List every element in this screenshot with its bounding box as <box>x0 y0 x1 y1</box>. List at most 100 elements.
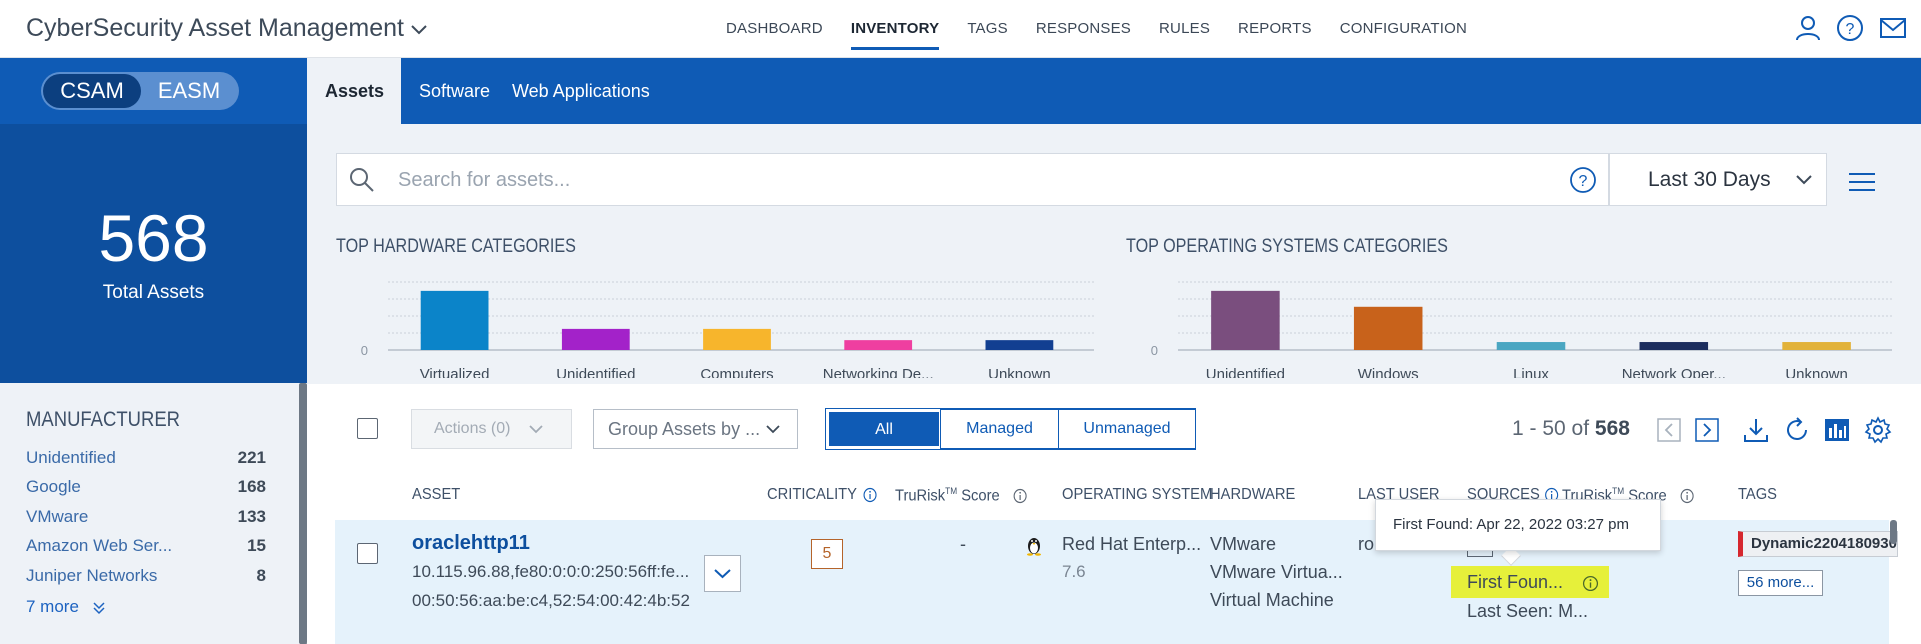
next-page-icon[interactable] <box>1692 415 1722 445</box>
select-all-checkbox[interactable] <box>357 418 378 439</box>
chart-bar <box>703 328 771 350</box>
nav-configuration[interactable]: CONFIGURATION <box>1339 20 1468 37</box>
os-version: 7.6 <box>1062 562 1086 581</box>
category-label: Windows <box>1358 366 1419 378</box>
manufacturer-title: MANUFACTURER <box>26 408 181 431</box>
left-scrollbar[interactable] <box>299 383 307 644</box>
gear-icon[interactable] <box>1863 415 1893 445</box>
prev-page-icon[interactable] <box>1654 415 1684 445</box>
svg-text:?: ? <box>1846 21 1855 38</box>
column-tags[interactable]: TAGS <box>1738 486 1777 503</box>
more-tags-button[interactable]: 56 more... <box>1738 570 1823 596</box>
nav-tags[interactable]: TAGS <box>967 20 1008 37</box>
actions-button[interactable]: Actions (0) <box>411 409 572 449</box>
manufacturer-more-link[interactable]: 7 more <box>26 597 106 617</box>
asset-mac-address: 00:50:56:aa:be:c4,52:54:00:42:4b:52 <box>412 591 690 610</box>
trurisk-score-value: - <box>960 534 966 554</box>
info-icon <box>863 487 877 502</box>
category-label: Network Oper... <box>1622 366 1726 378</box>
tab-assets[interactable]: Assets <box>307 58 401 124</box>
chart-bar <box>420 290 489 350</box>
asset-name-link[interactable]: oraclehttp11 <box>412 532 530 554</box>
date-range-label: Last 30 Days <box>1648 168 1771 191</box>
column-asset[interactable]: ASSET <box>412 486 461 503</box>
first-found-value[interactable]: First Foun... <box>1467 572 1599 593</box>
app-title: CyberSecurity Asset Management <box>26 14 404 42</box>
source-icon <box>1467 545 1493 557</box>
mode-easm-button[interactable]: EASM <box>157 78 221 103</box>
chart-bar <box>844 340 913 350</box>
search-help-icon[interactable]: ? <box>1569 166 1597 194</box>
group-assets-select[interactable]: Group Assets by ... <box>593 409 798 449</box>
hamburger-menu-icon[interactable] <box>1847 170 1877 194</box>
chart-bar <box>1496 342 1566 350</box>
category-label: Networking De... <box>823 366 934 378</box>
category-label: Unknown <box>1785 366 1848 378</box>
category-label: Virtualized <box>420 366 490 378</box>
row-expand-button[interactable] <box>704 555 741 592</box>
nav-responses[interactable]: RESPONSES <box>1035 20 1132 37</box>
chart-bar <box>1639 342 1709 350</box>
pagination-summary: 1 - 50 of 568 <box>1512 417 1630 440</box>
manufacturer-item[interactable]: VMware 133 <box>26 507 266 526</box>
mode-csam-button[interactable]: CSAM <box>43 74 141 108</box>
search-input[interactable] <box>398 162 1548 198</box>
double-chevron-down-icon <box>93 601 105 614</box>
user-icon[interactable] <box>1794 14 1822 42</box>
first-found-highlight <box>1451 566 1609 598</box>
last-seen-value: Last Seen: M... <box>1467 601 1589 621</box>
category-label: Unknown <box>988 366 1051 378</box>
manufacturer-item[interactable]: Amazon Web Ser... 15 <box>26 536 266 555</box>
refresh-icon[interactable] <box>1782 415 1812 445</box>
svg-text:?: ? <box>1579 173 1588 190</box>
filter-all[interactable]: All <box>829 412 939 446</box>
column-hardware[interactable]: HARDWARE <box>1210 486 1296 503</box>
zero-tick-label: 0 <box>361 343 368 358</box>
app-switcher-chevron-icon[interactable] <box>408 18 430 40</box>
column-trurisk-score[interactable]: TruRiskTM Score <box>895 486 1028 505</box>
tab-software[interactable]: Software <box>419 81 491 101</box>
row-checkbox[interactable] <box>357 543 378 564</box>
info-icon <box>1680 488 1694 504</box>
table-scrollbar[interactable] <box>1890 520 1897 544</box>
category-label: Linux <box>1513 366 1549 378</box>
download-icon[interactable] <box>1741 415 1771 445</box>
date-range-select[interactable] <box>1609 153 1827 206</box>
category-label: Unidentified <box>1206 366 1285 378</box>
mail-icon[interactable] <box>1879 14 1907 42</box>
manufacturer-item[interactable]: Google 168 <box>26 477 266 496</box>
total-assets-label: Total Assets <box>102 282 205 303</box>
os-name: Red Hat Enterp... <box>1062 534 1202 554</box>
zero-tick-label: 0 <box>1151 343 1158 358</box>
manufacturer-item[interactable]: Unidentified 221 <box>26 448 266 467</box>
info-icon <box>1013 488 1027 504</box>
chevron-down-icon <box>714 569 731 579</box>
hardware-model: VMware Virtua... <box>1210 562 1343 582</box>
chevron-down-icon <box>1796 175 1812 185</box>
tab-web-applications[interactable]: Web Applications <box>512 81 650 101</box>
filter-managed[interactable]: Managed <box>940 409 1059 449</box>
column-criticality[interactable]: CRITICALITY <box>767 486 877 504</box>
filter-unmanaged[interactable]: Unmanaged <box>1058 409 1196 449</box>
chevron-down-icon <box>766 425 780 434</box>
column-operating-system[interactable]: OPERATING SYSTEM <box>1062 486 1213 503</box>
total-assets-count: 568 <box>98 201 209 275</box>
chart-bar <box>985 340 1054 350</box>
nav-rules[interactable]: RULES <box>1159 20 1211 37</box>
tag-chip[interactable]: Dynamic2204180930 <box>1738 531 1898 557</box>
first-found-tooltip: First Found: Apr 22, 2022 03:27 pm <box>1375 499 1661 551</box>
chart-bar <box>1211 290 1280 350</box>
linux-penguin-icon <box>1027 538 1041 556</box>
column-last-user[interactable]: LAST USER <box>1358 486 1440 503</box>
hardware-manufacturer: VMware <box>1210 534 1277 554</box>
criticality-badge: 5 <box>811 539 843 569</box>
nav-inventory[interactable]: INVENTORY <box>837 0 953 58</box>
manufacturer-item[interactable]: Juniper Networks 8 <box>26 566 266 585</box>
chart-view-icon[interactable] <box>1822 415 1852 445</box>
nav-reports[interactable]: REPORTS <box>1238 20 1312 37</box>
top-bar <box>0 0 1921 58</box>
help-icon[interactable]: ? <box>1836 14 1864 42</box>
nav-dashboard[interactable]: DASHBOARD <box>726 20 823 37</box>
manufacturer-panel <box>0 383 300 644</box>
asset-ip-address: 10.115.96.88,fe80:0:0:0:250:56ff:fe... <box>412 562 690 581</box>
